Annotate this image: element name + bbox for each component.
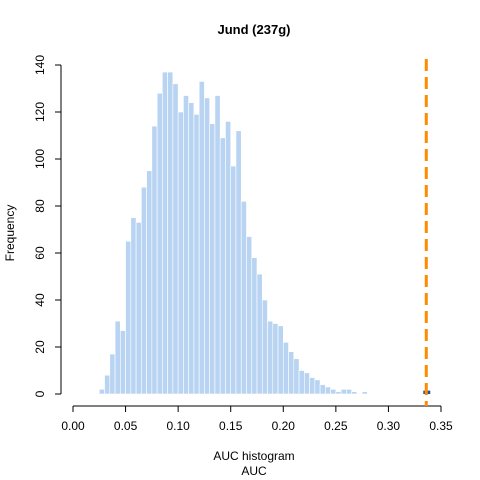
y-axis-label: Frequency [3,205,17,262]
histogram-bar [240,201,247,395]
histogram-bar [325,386,331,395]
histogram-bar [346,388,352,395]
histogram-bar [183,95,189,395]
histogram-bar [235,130,242,395]
histogram-bar [188,102,195,395]
x-tick-label: 0.30 [377,419,401,433]
y-axis: 0 20 40 60 80 100 120 140 [33,55,62,397]
histogram-bar [272,323,279,395]
histogram-bar [298,370,305,395]
histogram-bar [120,330,126,395]
histogram-bar [314,379,321,395]
x-tick-label: 0.25 [324,419,348,433]
histogram-bar [114,320,121,395]
y-tick-label: 20 [33,340,47,354]
histogram-bar [230,165,237,395]
x-tick-label: 0.00 [61,419,85,433]
histogram-bar [204,97,210,395]
histogram-bars [98,71,431,395]
x-tick-label: 0.35 [429,419,453,433]
y-tick-label: 40 [33,293,47,307]
histogram-bar [177,111,184,395]
y-tick-label: 120 [33,102,47,122]
y-tick-label: 0 [33,390,47,397]
y-tick-label: 100 [33,149,47,169]
histogram-bar [251,257,258,395]
x-axis-label: AUC histogram [213,449,294,463]
histogram-bar [146,170,153,395]
histogram-bar [125,240,132,395]
chart-title: Jund (237g) [218,22,291,37]
y-tick-label: 140 [33,55,47,75]
histogram-bar [156,92,163,395]
y-tick-label: 80 [33,199,47,213]
histogram-bar [319,384,326,395]
x-tick-label: 0.10 [166,419,190,433]
histogram-bar [98,388,105,395]
histogram-bar [267,320,274,395]
histogram-bar [282,341,289,395]
histogram-bar [209,123,216,395]
histogram-bar [330,388,337,395]
x-tick-label: 0.05 [114,419,138,433]
histogram-bar [172,83,179,395]
histogram-bar [219,137,226,395]
histogram-bar [335,391,342,395]
histogram-bar [198,81,205,395]
histogram-bar [293,358,300,395]
histogram-bar [225,121,232,395]
histogram-bar [351,391,358,395]
histogram-bar [256,273,263,395]
histogram-bar [104,374,111,395]
histogram-bar [167,71,174,395]
histogram-bar [141,186,147,395]
histogram-bar [162,71,168,395]
histogram-bar [109,353,116,395]
x-tick-label: 0.15 [219,419,243,433]
histogram-bar [246,236,253,395]
histogram-bar [361,391,368,395]
histogram-bar [214,95,221,395]
histogram-bar [288,351,295,395]
y-tick-label: 60 [33,246,47,260]
histogram-bar [193,114,200,395]
histogram-bar [151,125,158,395]
histogram-bar [135,222,142,395]
x-axis: 0.00 0.05 0.10 0.15 0.20 0.25 0.30 0.35 [61,405,453,433]
histogram-bar [304,372,310,395]
histogram-bar [309,377,316,395]
histogram-bar [277,325,284,395]
histogram-bar [340,388,347,395]
histogram-bar [130,217,137,395]
histogram-bar [261,299,268,395]
x-axis-sublabel: AUC [241,464,267,478]
x-tick-label: 0.20 [272,419,296,433]
